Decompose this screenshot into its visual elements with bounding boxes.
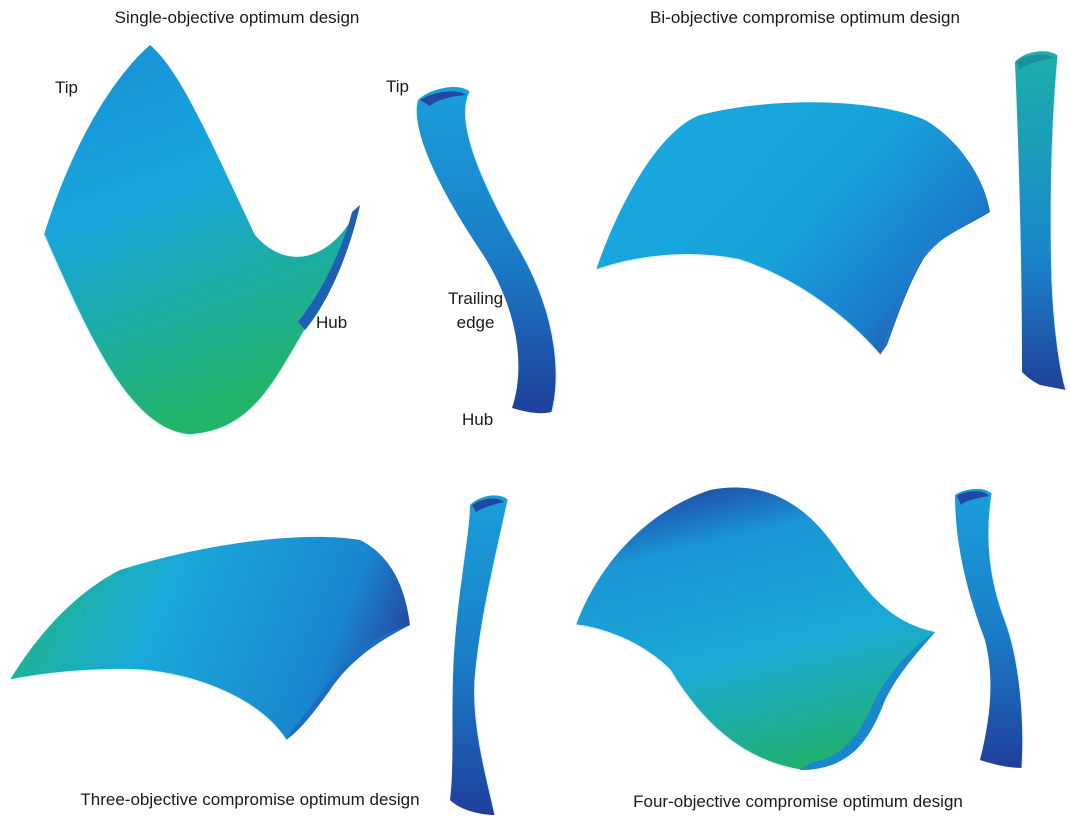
label-hub-side: Hub bbox=[462, 410, 494, 429]
label-tip-side: Tip bbox=[386, 77, 409, 96]
single-objective-blade bbox=[43, 45, 360, 436]
single-objective-side-view bbox=[416, 86, 557, 414]
caption-three-objective: Three-objective compromise optimum desig… bbox=[80, 790, 420, 809]
label-trailing-edge-line2: edge bbox=[456, 313, 495, 332]
four-objective-blade bbox=[575, 487, 935, 771]
label-trailing-edge-line1: Trailing bbox=[448, 289, 504, 308]
label-hub-main: Hub bbox=[316, 313, 348, 332]
three-objective-blade bbox=[9, 536, 410, 741]
caption-single-objective: Single-objective optimum design bbox=[114, 8, 360, 27]
bi-objective-side-view bbox=[1015, 51, 1067, 391]
bi-objective-blade bbox=[595, 102, 990, 356]
label-trailing-edge: Trailing edge bbox=[448, 287, 503, 335]
caption-bi-objective: Bi-objective compromise optimum design bbox=[650, 8, 960, 27]
four-objective-side-view bbox=[955, 488, 1024, 769]
three-objective-side-view bbox=[450, 495, 509, 816]
caption-four-objective: Four-objective compromise optimum design bbox=[633, 792, 963, 811]
label-tip-main: Tip bbox=[55, 78, 78, 97]
